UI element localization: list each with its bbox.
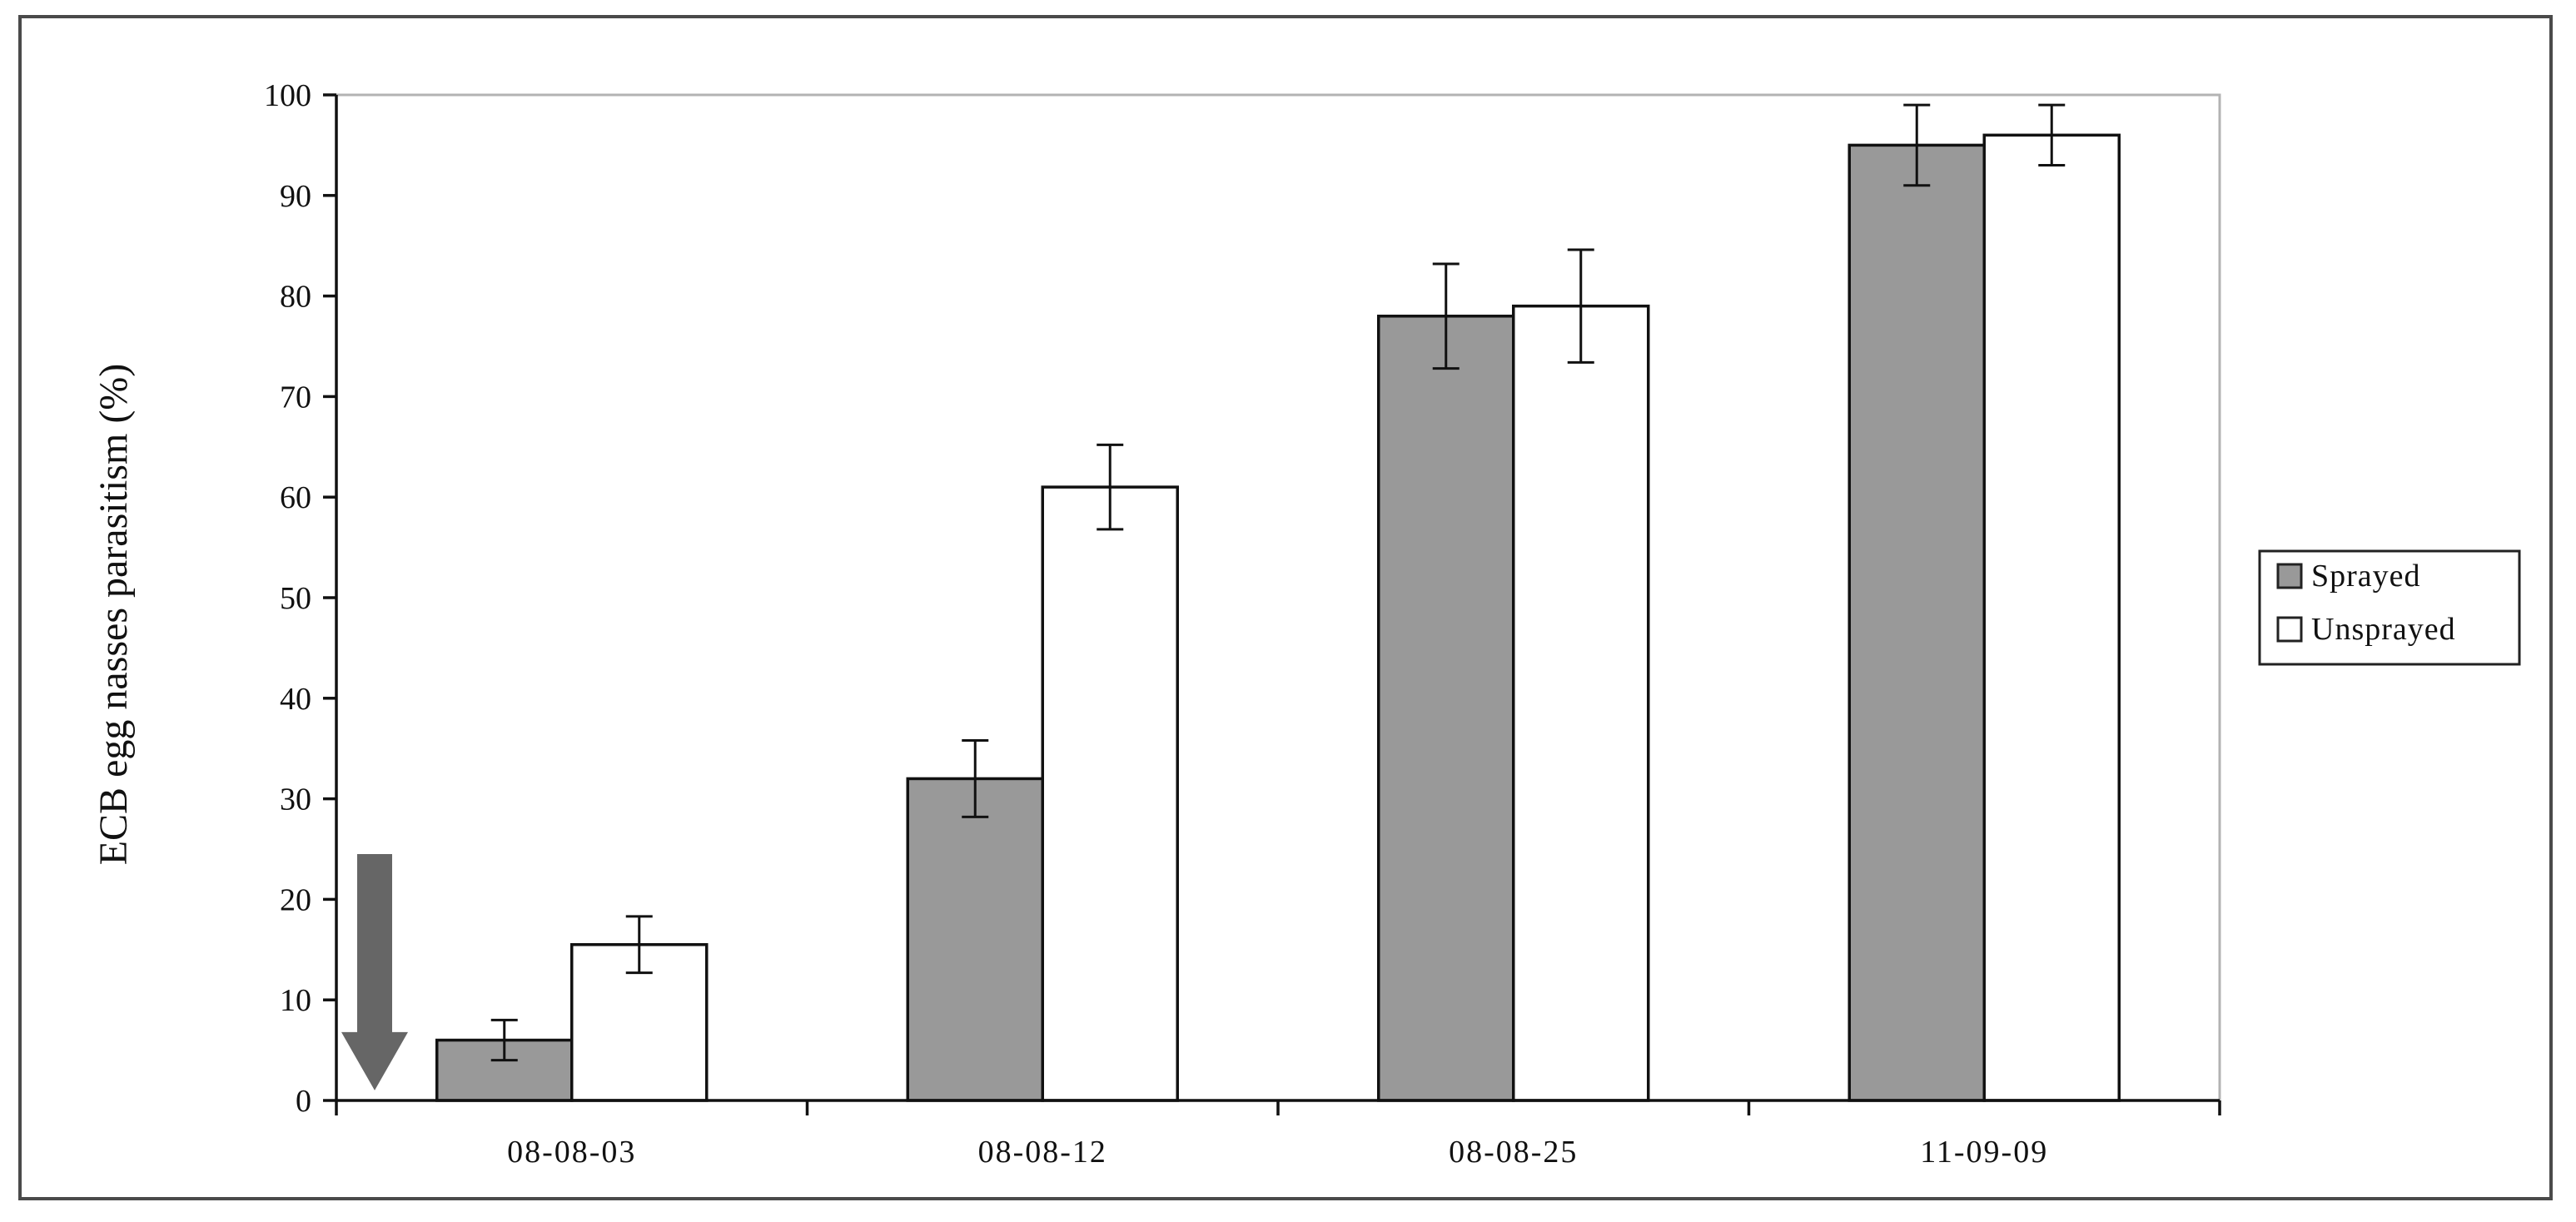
y-tick-labels: 0 10 20 30 40 50 60 70 80 90 100 bbox=[264, 78, 311, 1119]
legend-label-sprayed: Sprayed bbox=[2311, 559, 2421, 594]
bar-unsprayed-08-08-25 bbox=[1512, 304, 1650, 1102]
bar-unsprayed-08-08-12 bbox=[1041, 485, 1179, 1102]
y-tick-label-80: 80 bbox=[280, 280, 311, 315]
error-bar-sprayed-08-08-12 bbox=[962, 739, 989, 818]
legend-label-unsprayed: Unsprayed bbox=[2311, 612, 2456, 647]
y-tick-label-30: 30 bbox=[280, 782, 311, 817]
error-bar-sprayed-08-08-03 bbox=[490, 1018, 518, 1062]
x-tick-labels: 08-08-03 08-08-12 08-08-25 11-09-09 bbox=[507, 1135, 2048, 1170]
x-tick-label-11-09-09: 11-09-09 bbox=[1920, 1135, 2048, 1170]
annotation-layer bbox=[341, 854, 408, 1090]
bar-unsprayed-11-09-09 bbox=[1982, 133, 2121, 1102]
bar-sprayed-08-08-12 bbox=[906, 777, 1044, 1102]
chart-frame bbox=[18, 15, 2553, 1200]
legend-box bbox=[2258, 549, 2521, 666]
error-bars-layer bbox=[490, 103, 2066, 1062]
y-tick-label-60: 60 bbox=[280, 480, 311, 515]
axes-layer bbox=[323, 93, 2221, 1115]
down-arrow-icon bbox=[341, 854, 408, 1090]
bars-layer bbox=[435, 133, 2121, 1102]
error-bar-unsprayed-08-08-25 bbox=[1567, 248, 1594, 364]
error-bar-unsprayed-11-09-09 bbox=[2038, 103, 2066, 167]
y-tick-label-100: 100 bbox=[264, 78, 311, 113]
y-tick-label-40: 40 bbox=[280, 682, 311, 717]
y-axis-title: ECB egg nasses parasitism (%) bbox=[92, 364, 136, 866]
error-bar-unsprayed-08-08-03 bbox=[625, 915, 653, 975]
bar-sprayed-08-08-25 bbox=[1377, 315, 1515, 1102]
x-tick-label-08-08-12: 08-08-12 bbox=[978, 1135, 1107, 1170]
bar-sprayed-11-09-09 bbox=[1847, 143, 1986, 1102]
error-bar-unsprayed-08-08-12 bbox=[1097, 443, 1124, 531]
y-tick-label-0: 0 bbox=[296, 1084, 311, 1119]
x-tick-label-08-08-03: 08-08-03 bbox=[507, 1135, 636, 1170]
y-tick-label-90: 90 bbox=[280, 179, 311, 214]
y-tick-label-20: 20 bbox=[280, 882, 311, 917]
legend-swatch-unsprayed bbox=[2276, 616, 2303, 643]
y-tick-label-10: 10 bbox=[280, 983, 311, 1018]
legend-swatch-sprayed bbox=[2276, 563, 2303, 589]
error-bar-sprayed-11-09-09 bbox=[1903, 103, 1931, 187]
error-bar-sprayed-08-08-25 bbox=[1432, 262, 1460, 370]
x-tick-label-08-08-25: 08-08-25 bbox=[1449, 1135, 1578, 1170]
y-tick-label-70: 70 bbox=[280, 380, 311, 415]
legend: Sprayed Unsprayed bbox=[2258, 549, 2521, 666]
y-tick-label-50: 50 bbox=[280, 581, 311, 616]
